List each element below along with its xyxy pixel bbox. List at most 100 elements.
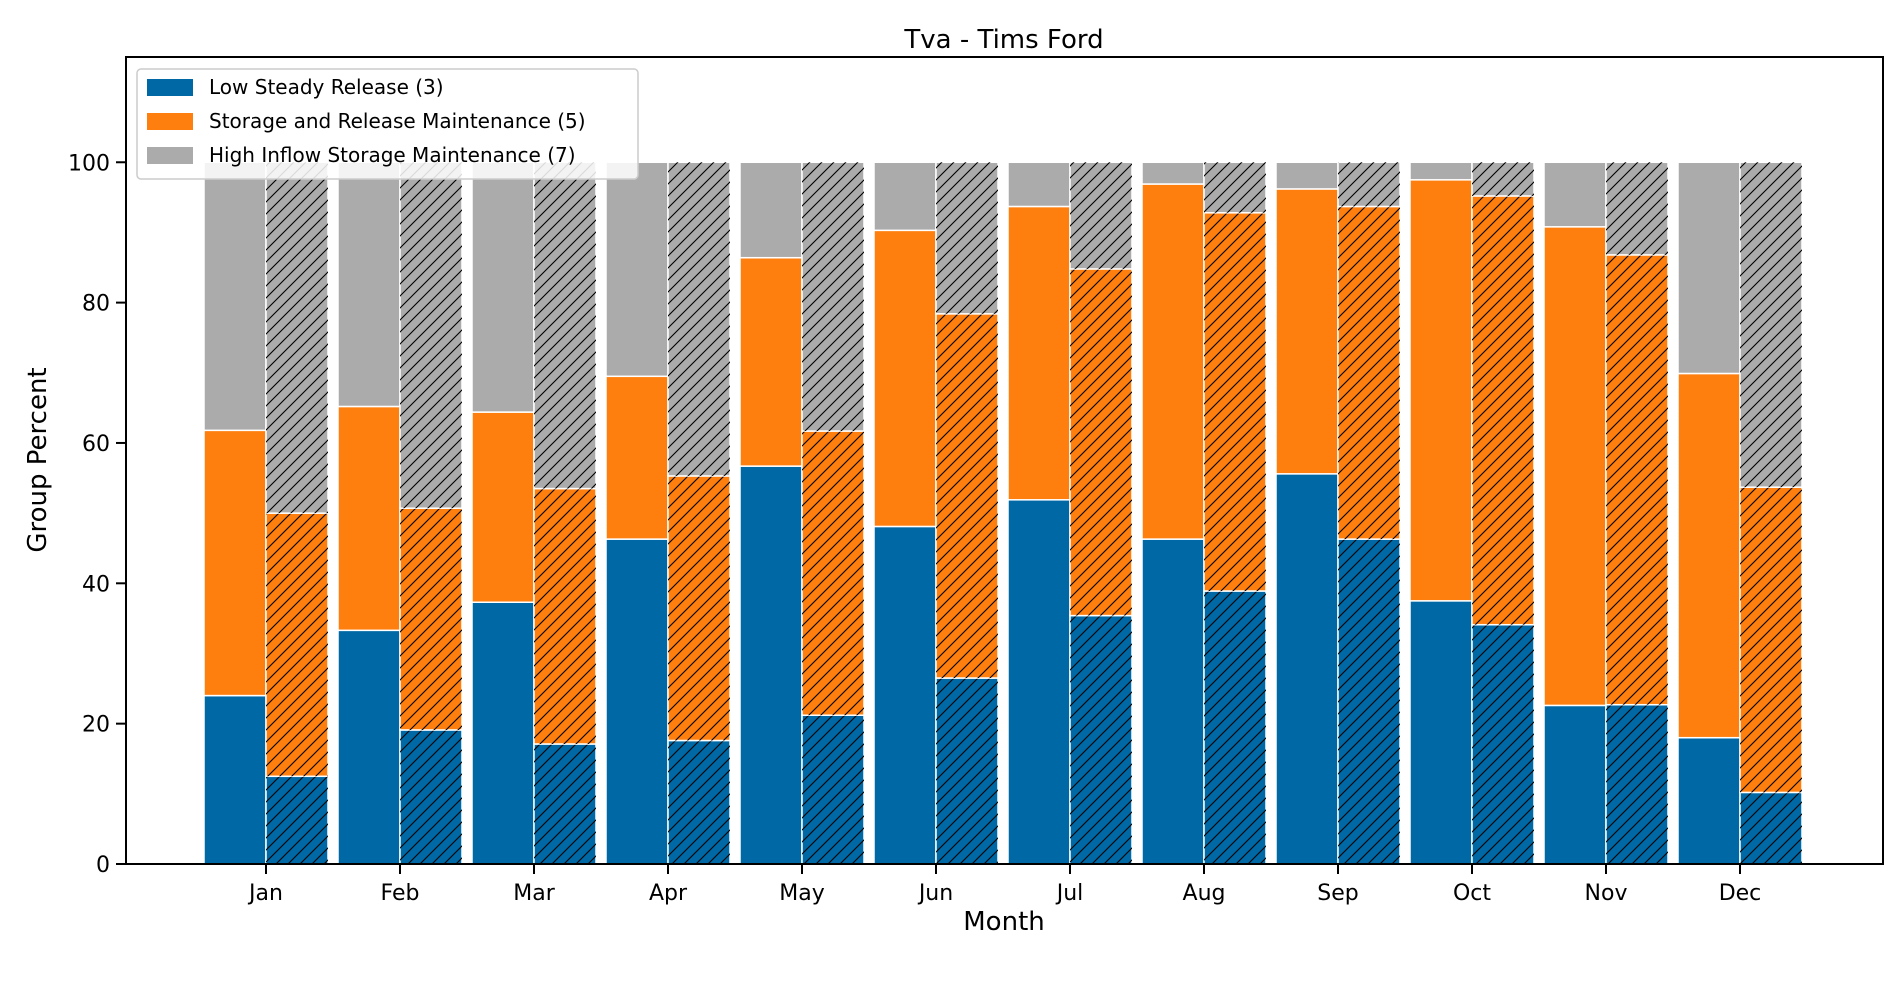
hatch-feb-s2 — [400, 508, 462, 730]
hatch-apr-s3 — [668, 162, 730, 476]
bar-oct-solid-s2 — [1409, 179, 1473, 602]
hatch-mar-s1 — [534, 744, 596, 864]
hatch-mar-s2 — [534, 488, 596, 745]
hatch-may-s1 — [802, 715, 864, 864]
bar-oct-solid-s1 — [1409, 600, 1473, 865]
y-tick-label-80: 80 — [82, 292, 110, 317]
hatch-nov-s1 — [1606, 704, 1668, 864]
bar-mar-solid-s2 — [471, 411, 535, 604]
legend-label-3: High Inflow Storage Maintenance (7) — [209, 143, 576, 167]
legend: Low Steady Release (3) Storage and Releas… — [136, 68, 639, 180]
bar-may-solid-s2 — [739, 256, 803, 467]
bar-aug-solid-s3 — [1141, 161, 1205, 185]
bar-feb-solid-s1 — [337, 629, 401, 865]
bar-dec-solid-s3 — [1677, 161, 1741, 375]
y-tick-label-60: 60 — [82, 432, 110, 457]
hatch-apr-s1 — [668, 740, 730, 864]
bar-may-solid-s1 — [739, 465, 803, 865]
hatch-jun-s3 — [936, 162, 998, 314]
y-axis-label: Group Percent — [23, 367, 53, 552]
legend-label-1: Low Steady Release (3) — [209, 75, 444, 99]
hatch-sep-s1 — [1338, 539, 1400, 864]
x-tick-label-feb: Feb — [381, 881, 420, 906]
y-tick-label-100: 100 — [68, 151, 110, 176]
hatch-sep-s2 — [1338, 206, 1400, 540]
x-tick-label-jul: Jul — [1055, 881, 1084, 906]
bar-aug-solid-s2 — [1141, 183, 1205, 540]
legend-box — [136, 68, 639, 180]
chart-title: Tva - Tims Ford — [903, 25, 1103, 55]
bars-layer — [203, 161, 1803, 865]
hatch-mar-s3 — [534, 162, 596, 489]
bar-jan-solid-s2 — [203, 429, 267, 697]
bar-jan-solid-s1 — [203, 694, 267, 865]
hatch-may-s3 — [802, 162, 864, 432]
hatch-jul-s1 — [1070, 615, 1132, 864]
bar-nov-solid-s2 — [1543, 226, 1607, 707]
bar-sep-solid-s1 — [1275, 473, 1339, 865]
hatch-jul-s2 — [1070, 268, 1132, 616]
bar-mar-solid-s1 — [471, 601, 535, 865]
hatch-dec-s3 — [1740, 162, 1802, 488]
hatch-nov-s3 — [1606, 162, 1668, 255]
legend-label-2: Storage and Release Maintenance (5) — [209, 109, 586, 133]
hatch-jan-s3 — [266, 162, 328, 514]
hatch-jun-s2 — [936, 313, 998, 679]
bar-apr-solid-s1 — [605, 538, 669, 865]
y-tick-label-40: 40 — [82, 572, 110, 597]
legend-swatch-1 — [147, 79, 193, 96]
bar-jun-solid-s1 — [873, 525, 937, 865]
hatch-aug-s3 — [1204, 162, 1266, 213]
x-tick-label-sep: Sep — [1317, 881, 1358, 906]
x-tick-label-apr: Apr — [649, 881, 688, 906]
bar-nov-solid-s3 — [1543, 161, 1607, 228]
hatch-jan-s1 — [266, 776, 328, 864]
hatch-dec-s2 — [1740, 487, 1802, 793]
bar-aug-solid-s1 — [1141, 538, 1205, 865]
bar-may-solid-s3 — [739, 161, 803, 259]
x-tick-label-oct: Oct — [1453, 881, 1491, 906]
hatch-sep-s3 — [1338, 162, 1400, 207]
hatch-apr-s2 — [668, 475, 730, 741]
hatch-jan-s2 — [266, 513, 328, 777]
legend-swatch-3 — [147, 147, 193, 164]
bar-apr-solid-s2 — [605, 375, 669, 540]
x-tick-label-mar: Mar — [513, 881, 555, 906]
y-tick-label-20: 20 — [82, 713, 110, 738]
bar-sep-solid-s3 — [1275, 161, 1339, 190]
x-axis-label: Month — [963, 907, 1045, 937]
y-tick-label-0: 0 — [96, 853, 110, 878]
bar-dec-solid-s1 — [1677, 736, 1741, 865]
hatch-jul-s3 — [1070, 162, 1132, 269]
hatch-oct-s1 — [1472, 624, 1534, 864]
bar-oct-solid-s3 — [1409, 161, 1473, 181]
x-axis: Jan Feb Mar Apr May Jun Jul Aug Sep Oct Nov Dec — [247, 864, 1761, 906]
bar-apr-solid-s3 — [605, 161, 669, 378]
x-tick-label-aug: Aug — [1183, 881, 1226, 906]
hatch-feb-s3 — [400, 162, 462, 509]
hatch-may-s2 — [802, 431, 864, 716]
bar-sep-solid-s2 — [1275, 188, 1339, 475]
hatch-aug-s1 — [1204, 591, 1266, 864]
hatch-oct-s3 — [1472, 162, 1534, 196]
x-tick-label-jun: Jun — [917, 881, 953, 906]
bar-feb-solid-s2 — [337, 405, 401, 632]
bar-feb-solid-s3 — [337, 161, 401, 408]
x-tick-label-nov: Nov — [1585, 881, 1628, 906]
bar-jun-solid-s3 — [873, 161, 937, 232]
bar-jan-solid-s3 — [203, 161, 267, 432]
hatch-oct-s2 — [1472, 195, 1534, 625]
bar-jun-solid-s2 — [873, 229, 937, 528]
hatch-feb-s1 — [400, 729, 462, 864]
plot-frame — [125, 56, 1884, 865]
bar-jul-solid-s1 — [1007, 499, 1071, 865]
hatch-jun-s1 — [936, 678, 998, 864]
x-tick-label-jan: Jan — [247, 881, 283, 906]
hatch-aug-s2 — [1204, 212, 1266, 592]
hatch-dec-s1 — [1740, 792, 1802, 864]
legend-swatch-2 — [147, 113, 193, 130]
hatch-nov-s2 — [1606, 254, 1668, 705]
bar-jul-solid-s2 — [1007, 205, 1071, 501]
bar-jul-solid-s3 — [1007, 161, 1071, 208]
